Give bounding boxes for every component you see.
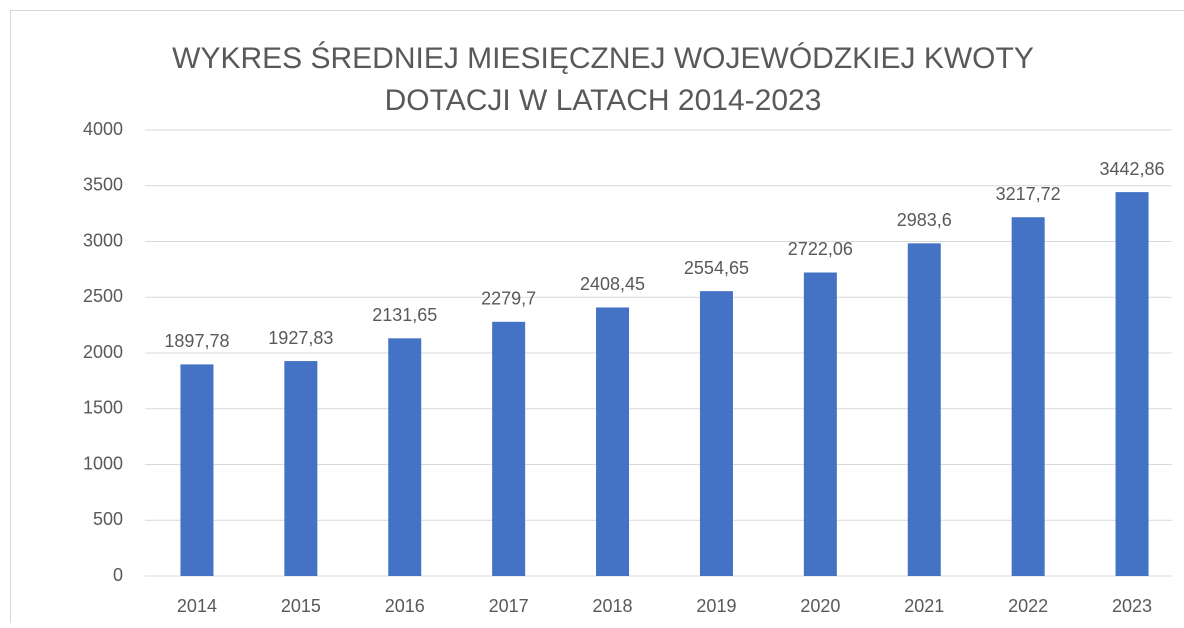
data-label: 2131,65	[372, 305, 437, 325]
chart-title: DOTACJI W LATACH 2014-2023	[385, 84, 822, 117]
chart-title: WYKRES ŚREDNIEJ MIESIĘCZNEJ WOJEWÓDZKIEJ…	[172, 41, 1034, 75]
data-label: 2408,45	[580, 274, 645, 294]
x-tick-label: 2017	[489, 596, 529, 616]
x-tick-label: 2015	[281, 596, 321, 616]
x-tick-label: 2016	[385, 596, 425, 616]
x-tick-label: 2023	[1112, 596, 1152, 616]
bar	[596, 307, 629, 576]
data-label: 2554,65	[684, 258, 749, 278]
x-tick-label: 2021	[904, 596, 944, 616]
y-tick-label: 2500	[83, 286, 123, 306]
x-tick-label: 2022	[1008, 596, 1048, 616]
data-label: 2983,6	[897, 210, 952, 230]
bar	[1116, 192, 1149, 576]
x-tick-label: 2018	[593, 596, 633, 616]
y-tick-label: 1000	[83, 453, 123, 473]
bar	[284, 361, 317, 576]
data-label: 2279,7	[481, 289, 536, 309]
bar	[700, 291, 733, 576]
data-label: 3442,86	[1100, 159, 1165, 179]
bar	[388, 338, 421, 576]
y-tick-label: 1500	[83, 398, 123, 418]
data-label: 2722,06	[788, 239, 853, 259]
bar	[908, 243, 941, 576]
y-tick-label: 3500	[83, 175, 123, 195]
bar	[1012, 217, 1045, 576]
x-tick-label: 2014	[177, 596, 217, 616]
x-tick-label: 2020	[800, 596, 840, 616]
x-tick-label: 2019	[696, 596, 736, 616]
bar	[492, 322, 525, 576]
y-tick-label: 0	[113, 565, 123, 585]
data-label: 3217,72	[996, 184, 1061, 204]
data-label: 1927,83	[268, 328, 333, 348]
y-tick-label: 500	[93, 509, 123, 529]
bar	[180, 364, 213, 576]
y-tick-label: 2000	[83, 342, 123, 362]
data-label: 1897,78	[164, 331, 229, 351]
bar	[804, 272, 837, 576]
y-tick-label: 3000	[83, 230, 123, 250]
y-tick-label: 4000	[83, 119, 123, 139]
